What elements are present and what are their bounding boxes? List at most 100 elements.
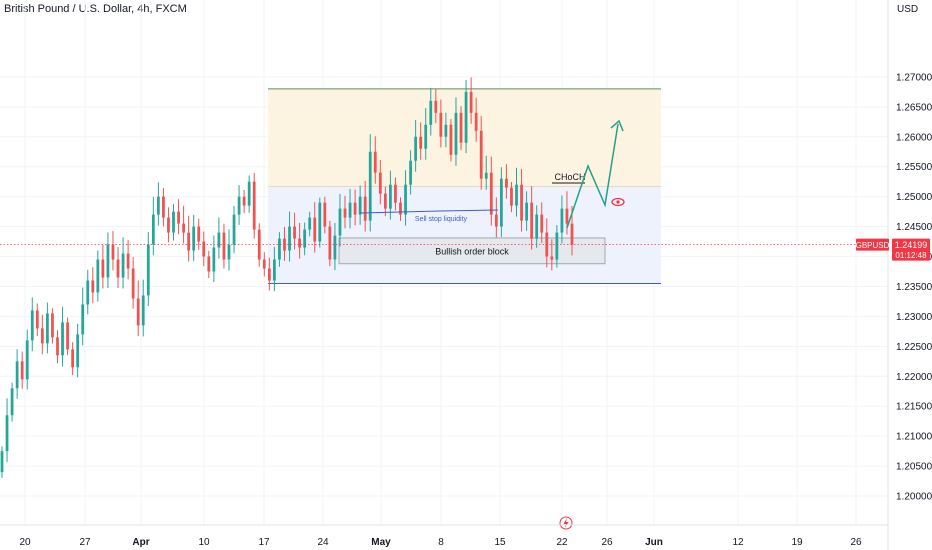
candle-up xyxy=(192,214,196,261)
candle-body xyxy=(378,172,382,194)
annotations: Bullish order block Sell stop liquidity CH… xyxy=(0,119,888,530)
candle-down xyxy=(530,186,534,250)
candle-body xyxy=(86,280,90,305)
y-tick-label: 1.24500 xyxy=(896,222,932,233)
candle-body xyxy=(252,181,256,230)
candle-down xyxy=(343,195,347,229)
candle-body xyxy=(343,208,347,218)
candle-down xyxy=(167,207,170,243)
candle-body xyxy=(409,160,412,185)
candle-down xyxy=(262,252,266,277)
y-tick-label: 1.25500 xyxy=(896,162,932,173)
candle-body xyxy=(91,280,95,293)
candle-up xyxy=(555,225,559,268)
candle-up xyxy=(429,87,433,136)
candle-body xyxy=(232,214,236,245)
candle-up xyxy=(0,446,4,478)
candle-body xyxy=(303,229,307,248)
candle-body xyxy=(540,214,544,233)
candle-up xyxy=(61,306,64,367)
zones xyxy=(268,88,661,284)
candle-down xyxy=(373,136,377,184)
candle-body xyxy=(237,196,241,215)
symbol-tag xyxy=(856,238,889,251)
candle-body xyxy=(156,196,160,215)
candle-down xyxy=(162,188,165,227)
candle-down xyxy=(449,119,453,162)
candle-down xyxy=(399,197,402,221)
candle-body xyxy=(318,202,322,242)
candle-up xyxy=(368,134,372,232)
candle-body xyxy=(484,172,488,179)
candle-body xyxy=(535,214,539,239)
candle-body xyxy=(363,196,367,221)
candle-body xyxy=(30,310,34,341)
candle-down xyxy=(510,181,513,213)
candle-down xyxy=(267,257,271,291)
x-tick-label: Apr xyxy=(132,537,149,548)
candle-body xyxy=(419,136,423,149)
candle-down xyxy=(439,99,443,148)
candle-body xyxy=(61,322,64,356)
x-tick-label: 19 xyxy=(791,537,803,548)
candle-up xyxy=(499,167,503,237)
choch-label: CHoCH xyxy=(554,172,585,182)
candle-body xyxy=(555,232,559,260)
candle-down xyxy=(242,189,246,214)
x-tick-label: 24 xyxy=(317,537,329,548)
candle-body xyxy=(293,226,296,239)
candle-up xyxy=(348,188,352,229)
candle-up xyxy=(333,222,337,271)
candle-body xyxy=(151,214,155,245)
candle-body xyxy=(262,259,266,269)
discount-zone xyxy=(268,186,661,284)
candle-body xyxy=(242,196,246,206)
candle-body xyxy=(35,310,39,329)
x-tick-label: 12 xyxy=(732,537,744,548)
candle-up xyxy=(560,195,564,244)
y-tick-label: 1.20500 xyxy=(896,462,932,473)
projection-arrowhead xyxy=(610,119,624,132)
candle-body xyxy=(131,268,135,299)
candle-body xyxy=(247,181,251,206)
candle-up xyxy=(308,211,312,237)
candles xyxy=(0,77,574,478)
eye-pupil xyxy=(616,200,620,204)
candle-down xyxy=(131,257,135,309)
candle-down xyxy=(116,247,120,289)
candle-body xyxy=(389,184,392,209)
candle-body xyxy=(222,232,226,260)
candle-up xyxy=(217,217,221,259)
candle-down xyxy=(293,212,296,250)
lightning-bolt xyxy=(563,518,569,528)
candle-body xyxy=(308,217,312,230)
candle-body xyxy=(449,124,453,155)
candle-up xyxy=(288,211,291,262)
candle-up xyxy=(484,155,488,190)
candle-down xyxy=(520,168,523,232)
candle-body xyxy=(313,217,317,242)
candle-body xyxy=(414,136,418,161)
candle-body xyxy=(167,217,170,233)
last-price-tag xyxy=(892,238,930,261)
candle-down xyxy=(323,196,327,234)
y-axis: 1.20000 1.20500 1.21000 1.21500 1.22000 1.225… xyxy=(887,0,932,550)
candle-down xyxy=(328,220,332,267)
candle-down xyxy=(56,330,59,364)
order-block-label: Bullish order block xyxy=(435,246,509,256)
candle-down xyxy=(494,197,498,238)
candle-down xyxy=(505,164,508,199)
candle-body xyxy=(46,313,49,344)
candle-body xyxy=(479,130,483,179)
candle-body xyxy=(394,184,397,203)
candle-body xyxy=(489,172,493,215)
candle-up xyxy=(338,193,342,247)
candle-body xyxy=(273,259,276,281)
candle-body xyxy=(288,226,291,251)
candle-down xyxy=(197,218,201,250)
liquidity-line xyxy=(359,209,499,214)
y-tick-label: 1.20000 xyxy=(896,492,932,503)
candle-down xyxy=(40,314,44,355)
